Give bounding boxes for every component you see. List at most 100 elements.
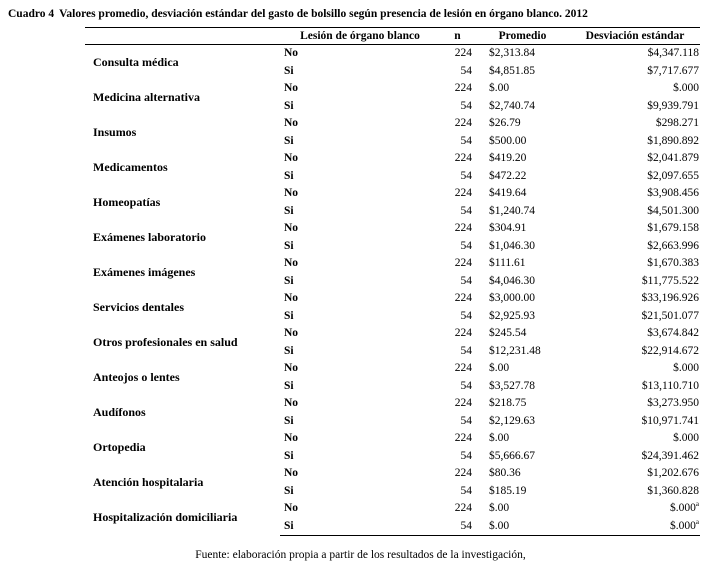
n-cell: 224: [454, 502, 472, 514]
promedio-cell: $245.54: [489, 327, 527, 340]
table-row: Insumos No 224 $26.79 $298.271: [85, 115, 700, 138]
promedio-cell: $26.79: [489, 117, 521, 130]
table-row: Si 54 $1,240.74 $4,501.300: [85, 203, 700, 220]
desviacion-cell: $1,202.676: [647, 467, 699, 480]
desviacion-cell: $7,717.677: [647, 64, 699, 77]
n-cell: 224: [454, 432, 472, 445]
n-cell: 224: [454, 187, 472, 200]
table-row: Si 54 $1,046.30 $2,663.996: [85, 238, 700, 255]
desviacion-cell: $2,041.879: [647, 152, 699, 165]
promedio-cell: $4,851.85: [489, 64, 535, 77]
table-row: Si 54 $4,046.30 $11,775.522: [85, 272, 700, 289]
desviacion-cell: $2,097.655: [647, 169, 699, 182]
n-cell: 54: [460, 344, 473, 357]
promedio-cell: $2,313.84: [489, 47, 535, 60]
desviacion-cell: $3,273.950: [647, 397, 699, 410]
table-row: Si 54 $4,851.85 $7,717.677: [85, 63, 700, 80]
lesion-cell: Si: [284, 239, 294, 252]
lesion-cell: Si: [284, 484, 294, 497]
n-cell: 54: [460, 64, 473, 77]
desviacion-cell: $3,674.842: [647, 327, 699, 340]
n-cell: 54: [460, 309, 473, 322]
promedio-cell: $2,740.74: [489, 99, 535, 112]
table-row: Medicina alternativa No 224 $.00 $.000: [85, 80, 700, 103]
category-cell: Otros profesionales en salud: [93, 334, 238, 349]
footnote-marker: a: [695, 500, 699, 509]
caption-text: Valores promedio, desviación estándar de…: [59, 8, 588, 20]
n-cell: 224: [454, 362, 472, 375]
n-cell: 224: [454, 222, 472, 235]
lesion-cell: No: [284, 292, 299, 305]
n-cell: 54: [460, 134, 473, 147]
desviacion-cell: $2,663.996: [647, 239, 699, 252]
promedio-cell: $1,046.30: [489, 239, 535, 252]
header-promedio: Promedio: [475, 27, 570, 45]
desviacion-cell: $13,110.710: [641, 379, 699, 392]
n-cell: 224: [454, 47, 472, 60]
caption-label: Cuadro 4: [8, 8, 55, 20]
table-row: Exámenes laboratorio No 224 $304.91 $1,679.1…: [85, 220, 700, 243]
category-cell: Ortopedia: [93, 439, 146, 454]
lesion-cell: No: [284, 397, 299, 410]
table-row: Si 54 $500.00 $1,890.892: [85, 133, 700, 150]
lesion-cell: No: [284, 117, 299, 130]
desviacion-cell: $.000a: [670, 500, 699, 514]
table-row: Hospitalización domiciliaria No 224 $.00 $.0…: [85, 500, 700, 524]
promedio-cell: $.00: [489, 82, 510, 95]
promedio-cell: $80.36: [489, 467, 521, 480]
table-caption: Cuadro 4 Valores promedio, desviación est…: [0, 0, 721, 22]
category-cell: Anteojos o lentes: [93, 369, 180, 384]
lesion-cell: No: [284, 187, 299, 200]
category-cell: Hospitalización domiciliaria: [93, 510, 238, 525]
promedio-cell: $.00: [489, 362, 510, 375]
table-row: Si 54 $2,925.93 $21,501.077: [85, 307, 700, 324]
table-row: Consulta médica No 224 $2,313.84 $4,347.118: [85, 45, 700, 68]
desviacion-cell: $4,501.300: [647, 204, 699, 217]
lesion-cell: Si: [280, 517, 440, 537]
desviacion-cell: $298.271: [655, 117, 699, 130]
promedio-cell: $12,231.48: [489, 344, 541, 357]
table-row: Si 54 $3,527.78 $13,110.710: [85, 377, 700, 394]
table-row: Ortopedia No 224 $.00 $.000: [85, 430, 700, 453]
n-cell: 54: [460, 449, 473, 462]
lesion-cell: No: [284, 327, 299, 340]
table-row: Si 54 $472.22 $2,097.655: [85, 168, 700, 185]
source-note: Fuente: elaboración propia a partir de l…: [195, 549, 526, 561]
category-cell: Medicina alternativa: [93, 90, 200, 105]
desviacion-cell: $3,908.456: [647, 187, 699, 200]
n-cell: 224: [454, 117, 472, 130]
promedio-cell: $304.91: [489, 222, 527, 235]
header-category: [85, 27, 280, 45]
category-cell: Servicios dentales: [93, 299, 184, 314]
promedio-cell: $3,527.78: [489, 379, 535, 392]
lesion-cell: No: [284, 152, 299, 165]
n-cell: 54: [440, 517, 475, 537]
table-row: Otros profesionales en salud No 224 $245.54…: [85, 325, 700, 348]
n-cell: 54: [460, 274, 473, 287]
lesion-cell: Si: [284, 414, 294, 427]
desviacion-cell: $9,939.791: [647, 99, 699, 112]
promedio-cell: $419.20: [489, 152, 527, 165]
table-body: Consulta médica No 224 $2,313.84 $4,347.118 S…: [85, 45, 700, 537]
n-cell: 224: [454, 467, 472, 480]
promedio-cell: $4,046.30: [489, 274, 535, 287]
desviacion-cell: $.000a: [570, 517, 700, 537]
table-row: Si 54 $2,740.74 $9,939.791: [85, 98, 700, 115]
lesion-cell: No: [284, 362, 299, 375]
promedio-cell: $3,000.00: [489, 292, 535, 305]
desviacion-cell: $10,971.741: [641, 414, 700, 427]
n-cell: 224: [454, 327, 472, 340]
data-table: Lesión de órgano blanco n Promedio Desvi…: [85, 27, 700, 537]
lesion-cell: Si: [284, 169, 294, 182]
n-cell: 224: [454, 82, 472, 95]
lesion-cell: Si: [284, 379, 294, 392]
lesion-cell: No: [284, 257, 299, 270]
lesion-cell: Si: [284, 99, 294, 112]
n-cell: 54: [460, 484, 473, 497]
n-cell: 54: [460, 379, 473, 392]
category-cell: Atención hospitalaria: [93, 474, 204, 489]
desviacion-cell: $33,196.926: [641, 292, 700, 305]
category-cell: Audífonos: [93, 404, 146, 419]
desviacion-cell: $.000: [673, 362, 699, 375]
lesion-cell: No: [284, 82, 299, 95]
